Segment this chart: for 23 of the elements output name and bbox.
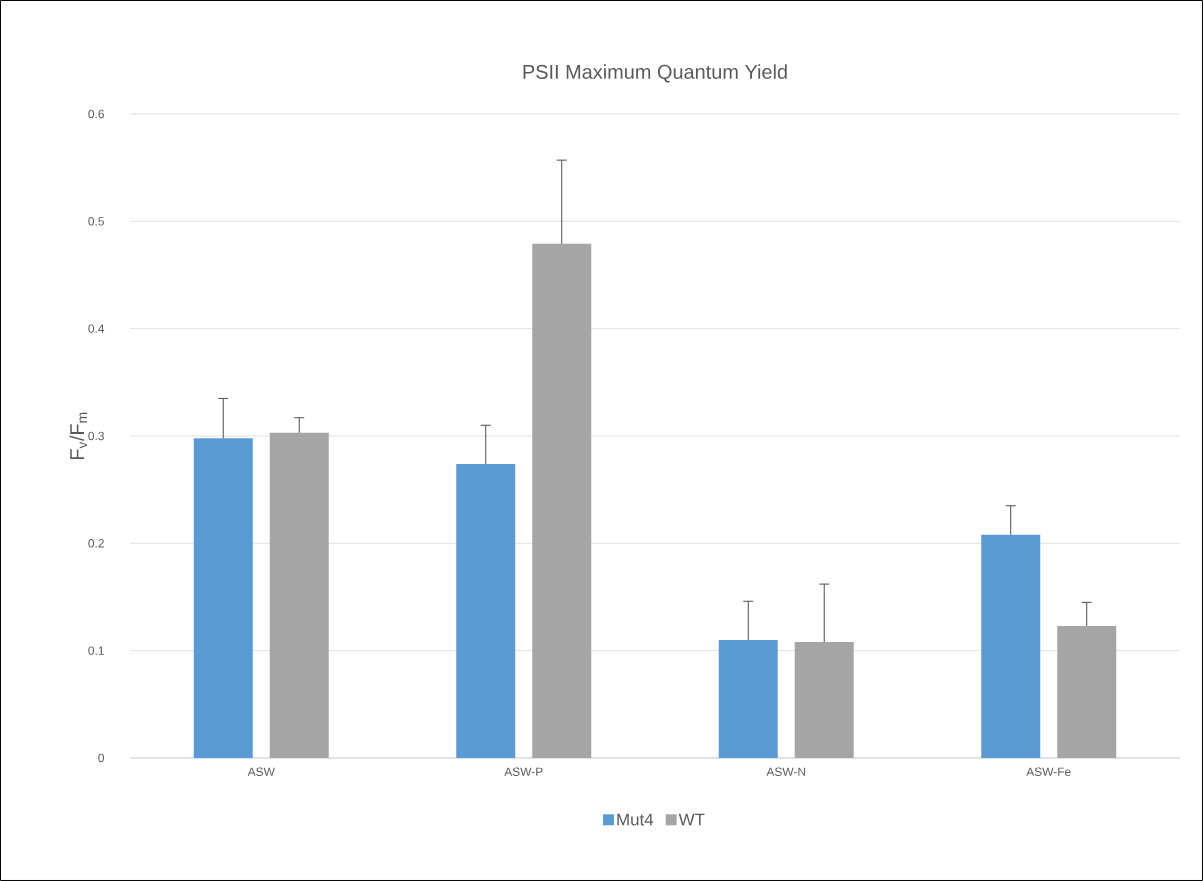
y-tick-label: 0.3 [88,431,104,441]
bar [456,463,516,758]
bar [269,432,329,758]
x-tick-label: ASW-P [504,767,543,776]
y-tick-label: 0.2 [88,539,104,548]
x-tick-label: ASW [247,767,275,776]
bar [193,438,253,758]
legend-label: WT [678,813,705,826]
chart-title: PSII Maximum Quantum Yield [523,64,787,83]
y-tick-label: 0.4 [88,324,105,333]
y-tick-label: 0 [98,753,105,763]
bar [981,534,1041,758]
bar [718,639,778,758]
legend-label: Mut4 [617,813,654,826]
y-tick-label: 0.1 [88,646,104,655]
y-tick-label: 0.5 [88,217,104,226]
bar [1057,625,1117,758]
bar [794,642,854,758]
x-tick-label: ASW-N [766,767,806,776]
x-tick-label: ASW-Fe [1026,767,1071,776]
y-axis-title: F$_{v}$/F$_{m}$ [69,412,88,460]
bar [532,243,592,758]
y-tick-label: 0.6 [88,109,104,119]
